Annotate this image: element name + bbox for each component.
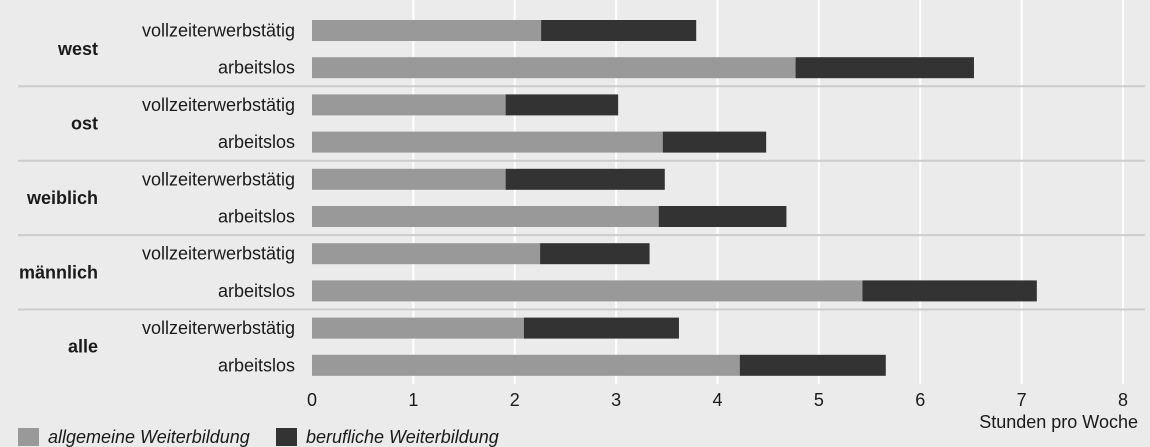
legend-swatch xyxy=(18,428,39,446)
group-label: männlich xyxy=(19,262,98,282)
bar-segment xyxy=(796,57,974,78)
bar-segment xyxy=(524,318,679,339)
category-label: vollzeiterwerbstätig xyxy=(142,244,295,264)
bar-segment xyxy=(312,20,541,41)
legend-item: allgemeine Weiterbildung xyxy=(18,427,250,447)
category-label: vollzeiterwerbstätig xyxy=(142,95,295,115)
bar-segment xyxy=(740,355,886,376)
x-tick-label: 6 xyxy=(915,390,925,410)
bar-segment xyxy=(312,318,524,339)
x-tick-label: 0 xyxy=(307,390,317,410)
bar-segment xyxy=(541,20,696,41)
legend-label: berufliche Weiterbildung xyxy=(306,427,499,447)
group-label: west xyxy=(57,39,98,59)
bar-segment xyxy=(312,206,659,227)
bar-segment xyxy=(312,132,663,153)
x-tick-label: 3 xyxy=(611,390,621,410)
group-label: weiblich xyxy=(26,188,98,208)
group-label: ost xyxy=(71,114,98,134)
x-tick-label: 7 xyxy=(1017,390,1027,410)
bar-segment xyxy=(663,132,766,153)
bar-segment xyxy=(312,169,506,190)
bar-segment xyxy=(659,206,787,227)
category-label: arbeitslos xyxy=(218,281,295,301)
x-tick-label: 1 xyxy=(408,390,418,410)
x-tick-label: 4 xyxy=(712,390,722,410)
category-label: vollzeiterwerbstätig xyxy=(142,169,295,189)
x-tick-label: 2 xyxy=(510,390,520,410)
group-label: alle xyxy=(68,337,98,357)
legend-swatch xyxy=(276,428,297,446)
bar-segment xyxy=(540,243,649,264)
legend-label: allgemeine Weiterbildung xyxy=(48,427,250,447)
bar-segment xyxy=(506,94,619,115)
bar-segment xyxy=(506,169,665,190)
category-label: vollzeiterwerbstätig xyxy=(142,318,295,338)
bar-segment xyxy=(312,57,796,78)
category-label: arbeitslos xyxy=(218,207,295,227)
x-tick-label: 8 xyxy=(1118,390,1128,410)
bar-segment xyxy=(312,243,540,264)
x-tick-label: 5 xyxy=(814,390,824,410)
category-label: vollzeiterwerbstätig xyxy=(142,21,295,41)
category-label: arbeitslos xyxy=(218,58,295,78)
bar-segment xyxy=(862,280,1036,301)
legend-item: berufliche Weiterbildung xyxy=(276,427,499,447)
category-label: arbeitslos xyxy=(218,132,295,152)
bar-segment xyxy=(312,355,740,376)
x-axis-label: Stunden pro Woche xyxy=(979,412,1138,432)
bar-segment xyxy=(312,94,506,115)
bar-segment xyxy=(312,280,862,301)
category-label: arbeitslos xyxy=(218,355,295,375)
